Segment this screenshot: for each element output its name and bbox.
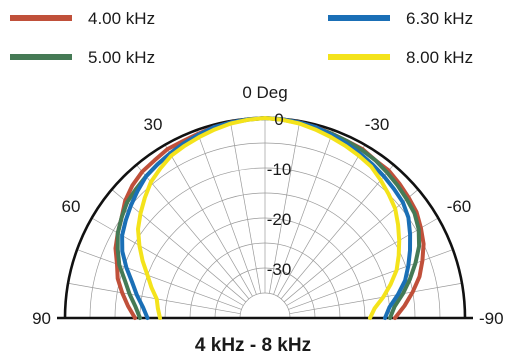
legend-item: 5.00 kHz — [10, 48, 155, 67]
angle-tick-label: 30 — [144, 115, 163, 134]
grid-spoke — [111, 189, 247, 303]
radial-tick-label: -10 — [267, 160, 292, 179]
angle-tick-label: 90 — [32, 309, 51, 328]
grid-spoke — [229, 120, 262, 294]
grid-spoke — [268, 120, 301, 294]
axis-labels: 0 Deg 90 60 30 -30 -60 -90 0 -10 -20 -30 — [32, 83, 504, 328]
legend-label: 6.30 kHz — [406, 9, 473, 28]
chart-title: 4 kHz - 8 kHz — [195, 335, 311, 356]
radial-tick-label: 0 — [274, 110, 283, 129]
legend-label: 4.00 kHz — [88, 9, 155, 28]
grid-spoke — [196, 129, 257, 295]
series-line — [136, 116, 402, 320]
grid-spoke — [273, 129, 334, 295]
grid-spoke — [277, 144, 366, 297]
legend-label: 5.00 kHz — [88, 48, 155, 67]
grid-spoke — [289, 282, 463, 315]
legend-label: 8.00 kHz — [406, 48, 473, 67]
angle-tick-label: -90 — [479, 309, 504, 328]
grid-arc — [239, 292, 291, 319]
legend-item: 8.00 kHz — [328, 48, 473, 67]
angle-tick-label: -30 — [365, 115, 390, 134]
angle-tick-label: 60 — [62, 197, 81, 216]
top-angle-label: 0 Deg — [242, 83, 287, 102]
radial-tick-label: -20 — [267, 210, 292, 229]
legend: 4.00 kHz 5.00 kHz 6.30 kHz 8.00 kHz — [10, 9, 473, 67]
grid-spoke — [280, 164, 394, 300]
grid-spoke — [76, 249, 242, 310]
series-layer — [113, 116, 426, 320]
legend-item: 6.30 kHz — [328, 9, 473, 28]
grid-spoke — [91, 217, 244, 306]
angle-tick-label: -60 — [447, 197, 472, 216]
polar-grid — [57, 116, 473, 320]
grid-spoke — [136, 164, 250, 300]
legend-item: 4.00 kHz — [10, 9, 155, 28]
radial-tick-label: -30 — [267, 260, 292, 279]
grid-spoke — [286, 217, 439, 306]
grid-spoke — [288, 249, 454, 310]
grid-spoke — [67, 282, 241, 315]
grid-spoke — [164, 144, 253, 297]
